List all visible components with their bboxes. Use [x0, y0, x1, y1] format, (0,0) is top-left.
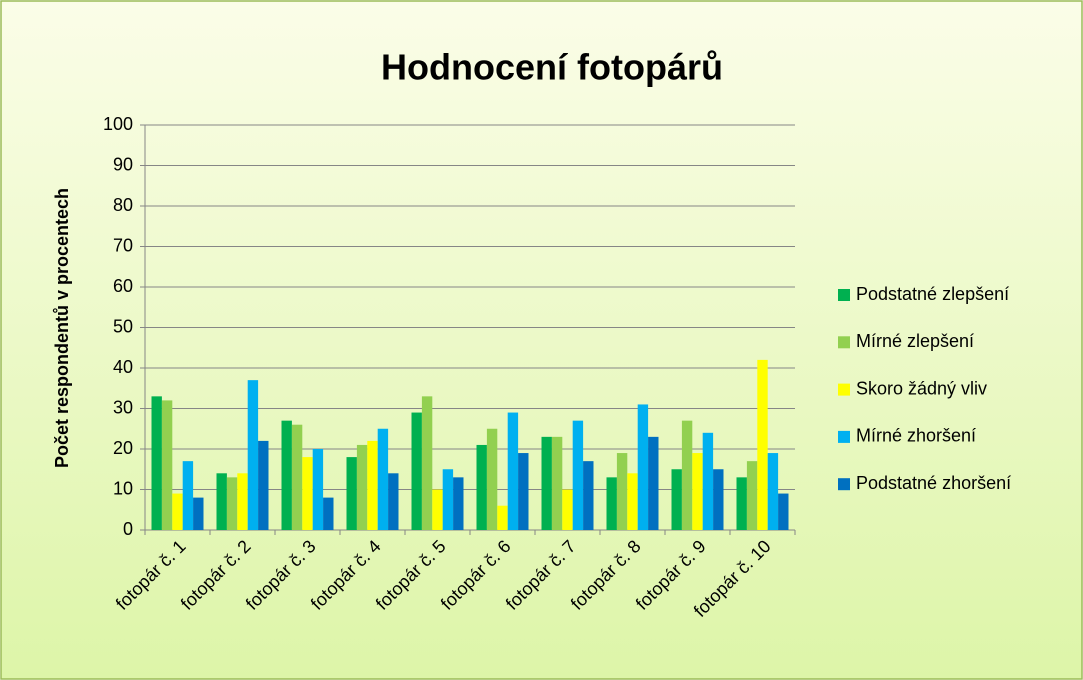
bar [172, 493, 183, 530]
bar [746, 461, 758, 530]
bar [681, 420, 693, 530]
bar [432, 489, 443, 530]
bar [367, 440, 378, 530]
y-tick-label: 80 [113, 195, 133, 215]
bar [562, 489, 573, 530]
bar [518, 453, 529, 530]
y-tick-label: 60 [113, 276, 133, 296]
legend-label: Skoro žádný vliv [856, 378, 987, 398]
bar [226, 477, 238, 530]
bar [312, 449, 324, 530]
bar [736, 477, 747, 530]
y-tick-label: 70 [113, 235, 133, 255]
legend-label: Podstatné zhoršení [856, 473, 1011, 493]
bar [476, 444, 487, 530]
legend-swatch [838, 336, 850, 349]
bar [247, 380, 259, 530]
bar [583, 461, 594, 530]
y-tick-label: 0 [123, 519, 133, 539]
bar [411, 412, 422, 530]
chart-title: Hodnocení fotopárů [381, 47, 723, 88]
bar [377, 428, 389, 530]
bar [161, 400, 173, 530]
bar [421, 396, 433, 530]
legend-label: Mírné zlepšení [856, 331, 974, 351]
legend-swatch [838, 430, 850, 443]
bar [193, 497, 204, 530]
bar [671, 469, 682, 530]
legend-label: Podstatné zlepšení [856, 284, 1009, 304]
legend-label: Mírné zhoršení [856, 426, 976, 446]
y-axis-label: Počet respondentů v procentech [52, 188, 72, 468]
bar [606, 477, 617, 530]
bar [616, 453, 628, 530]
bar [648, 436, 659, 530]
bar [281, 420, 292, 530]
y-tick-label: 10 [113, 478, 133, 498]
bar [291, 424, 303, 530]
bar [551, 436, 563, 530]
bar [323, 497, 334, 530]
bar [453, 477, 464, 530]
bar [627, 473, 638, 530]
bar [637, 404, 649, 530]
bar [356, 444, 368, 530]
bar [302, 457, 313, 530]
y-tick-label: 20 [113, 438, 133, 458]
y-tick-label: 100 [103, 114, 133, 134]
bar [692, 453, 703, 530]
bar [713, 469, 724, 530]
bar [388, 473, 399, 530]
bar [497, 505, 508, 530]
bar [151, 396, 162, 530]
legend-swatch [838, 289, 850, 301]
bar [702, 432, 714, 530]
bar [572, 420, 584, 530]
legend-swatch [838, 383, 850, 396]
y-tick-label: 30 [113, 397, 133, 417]
bar [182, 461, 194, 530]
bar [346, 457, 357, 530]
bar [258, 440, 269, 530]
bar [778, 493, 789, 530]
bar [216, 473, 227, 530]
bar [507, 412, 519, 530]
bar [767, 453, 779, 530]
legend-swatch [838, 478, 850, 491]
y-tick-label: 50 [113, 316, 133, 336]
bar [541, 436, 552, 530]
bar [757, 359, 768, 530]
bar [442, 469, 454, 530]
y-tick-label: 40 [113, 357, 133, 377]
y-tick-label: 90 [113, 154, 133, 174]
bar [486, 428, 498, 530]
bar [237, 473, 248, 530]
